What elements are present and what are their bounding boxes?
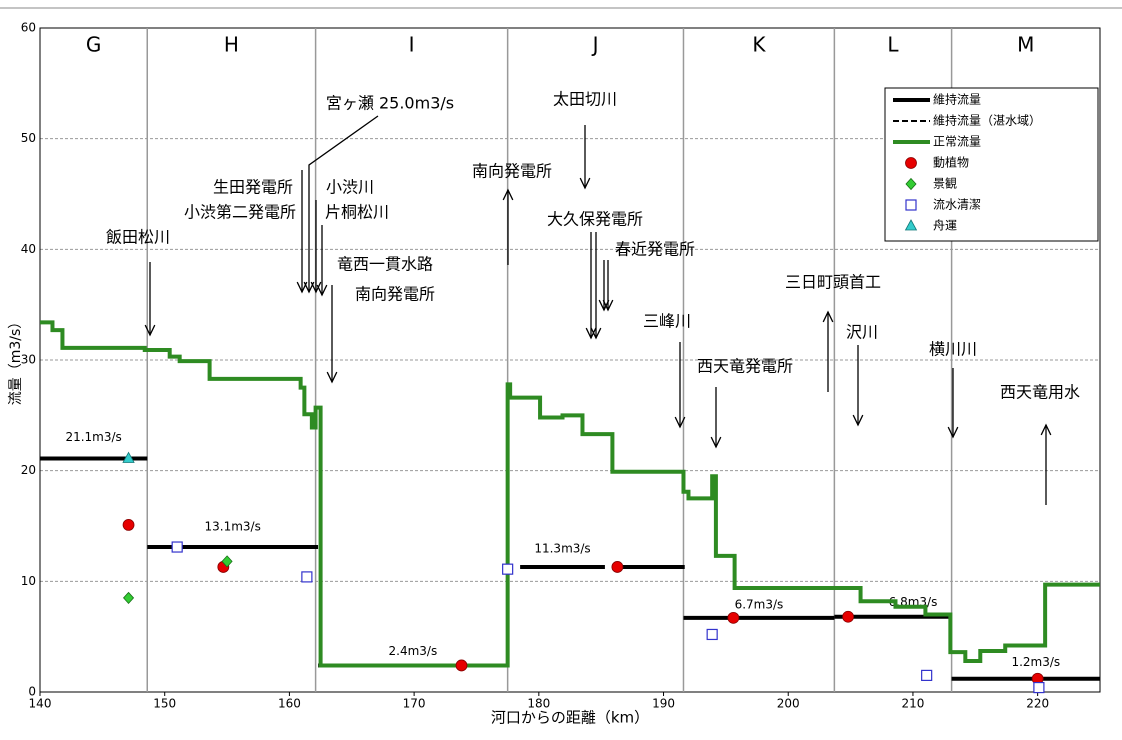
- arrow-head: [602, 299, 614, 312]
- value-label: 11.3m3/s: [534, 541, 590, 555]
- y-tick-label: 0: [28, 685, 36, 699]
- section-label: G: [86, 33, 102, 57]
- marker: [301, 571, 313, 583]
- x-tick-label: 190: [652, 697, 675, 711]
- y-tick-label: 20: [21, 463, 36, 477]
- arrow-head: [852, 414, 864, 427]
- section-label: I: [409, 33, 415, 57]
- annotation: 三日町頭首工: [785, 273, 881, 292]
- normal-flow: [40, 320, 1100, 668]
- y-tick-label: 10: [21, 574, 36, 588]
- arrow-head: [598, 299, 610, 312]
- annotation-arrow: [308, 115, 379, 292]
- legend-label: 維持流量（湛水域）: [933, 113, 1041, 128]
- legend-label: 動植物: [933, 155, 969, 170]
- value-label: 1.2m3/s: [1011, 655, 1060, 669]
- arrow-head: [579, 177, 591, 190]
- annotation: 西天竜用水: [1000, 383, 1080, 402]
- legend-label: 景観: [933, 177, 957, 191]
- annotation: 片桐松川: [325, 203, 389, 222]
- x-tick-label: 200: [777, 697, 800, 711]
- annotation: 宮ヶ瀬 25.0m3/s: [326, 94, 454, 113]
- annotation: 生田発電所: [213, 178, 293, 197]
- arrow-head: [310, 281, 322, 294]
- marker: [921, 669, 933, 682]
- annotation: 飯田松川: [106, 228, 170, 247]
- marker: [221, 555, 233, 568]
- section-label: H: [224, 33, 239, 57]
- legend-swatch: [905, 199, 917, 211]
- marker: [727, 611, 740, 624]
- arrow-head: [674, 416, 686, 429]
- marker: [611, 561, 624, 573]
- arrow-head: [822, 310, 834, 323]
- legend-box: [884, 87, 1099, 242]
- arrow-head: [144, 324, 156, 337]
- arrow-head: [710, 436, 722, 449]
- section-label: J: [591, 33, 599, 57]
- arrow-head: [502, 188, 514, 201]
- annotation: 小渋川: [326, 178, 374, 197]
- value-label: 21.1m3/s: [65, 430, 121, 444]
- arrow-head: [326, 371, 338, 384]
- annotation: 沢川: [846, 323, 878, 342]
- arrow-head: [590, 327, 602, 340]
- annotation: 竜西一貫水路: [337, 255, 433, 274]
- value-label: 6.7m3/s: [735, 597, 784, 611]
- annotation: 横川川: [929, 340, 977, 359]
- arrow-head: [1040, 423, 1052, 436]
- marker: [455, 659, 468, 672]
- marker: [1033, 681, 1045, 694]
- arrow-head: [296, 281, 308, 294]
- y-tick-label: 30: [21, 353, 36, 367]
- annotation: 大久保発電所: [547, 210, 643, 229]
- y-tick-label: 50: [21, 131, 36, 145]
- x-tick-label: 220: [1026, 697, 1049, 711]
- section-label: M: [1017, 33, 1034, 57]
- marker: [122, 451, 135, 463]
- legend-swatch: [904, 219, 918, 231]
- x-tick-label: 210: [901, 697, 924, 711]
- x-tick-label: 170: [403, 697, 426, 711]
- legend-swatch: [905, 177, 917, 191]
- arrow-head: [316, 284, 328, 297]
- arrow-head: [585, 327, 597, 340]
- annotation: 太田切川: [553, 90, 617, 109]
- y-tick-label: 60: [21, 21, 36, 35]
- legend-label: 舟運: [933, 219, 957, 233]
- section-label: K: [752, 33, 766, 57]
- marker: [706, 628, 718, 641]
- annotation: 南向発電所: [472, 162, 552, 181]
- legend-label: 流水清潔: [933, 198, 981, 212]
- x-tick-label: 180: [527, 697, 550, 711]
- annotation: 南向発電所: [355, 285, 435, 304]
- annotation: 三峰川: [643, 312, 691, 331]
- marker: [502, 563, 514, 575]
- section-label: L: [887, 33, 899, 57]
- arrow-head: [947, 426, 959, 439]
- annotation: 小渋第二発電所: [184, 203, 296, 222]
- annotation: 春近発電所: [615, 240, 695, 259]
- x-tick-label: 140: [29, 697, 52, 711]
- y-axis-label: 流量（m3/s）: [8, 315, 24, 406]
- annotation: 西天竜発電所: [697, 357, 793, 376]
- legend-label: 正常流量: [933, 135, 981, 149]
- x-axis-label: 河口からの距離（km）: [491, 709, 649, 727]
- marker: [123, 591, 135, 605]
- legend-label: 維持流量: [933, 92, 981, 107]
- plot-frame: [39, 27, 1101, 693]
- x-tick-label: 150: [153, 697, 176, 711]
- marker: [122, 518, 135, 531]
- value-label: 13.1m3/s: [204, 520, 260, 534]
- y-tick-label: 40: [21, 242, 36, 256]
- legend-swatch: [905, 157, 917, 169]
- marker: [842, 610, 854, 623]
- x-tick-label: 160: [278, 697, 301, 711]
- marker: [171, 541, 183, 553]
- value-label: 2.4m3/s: [389, 644, 438, 658]
